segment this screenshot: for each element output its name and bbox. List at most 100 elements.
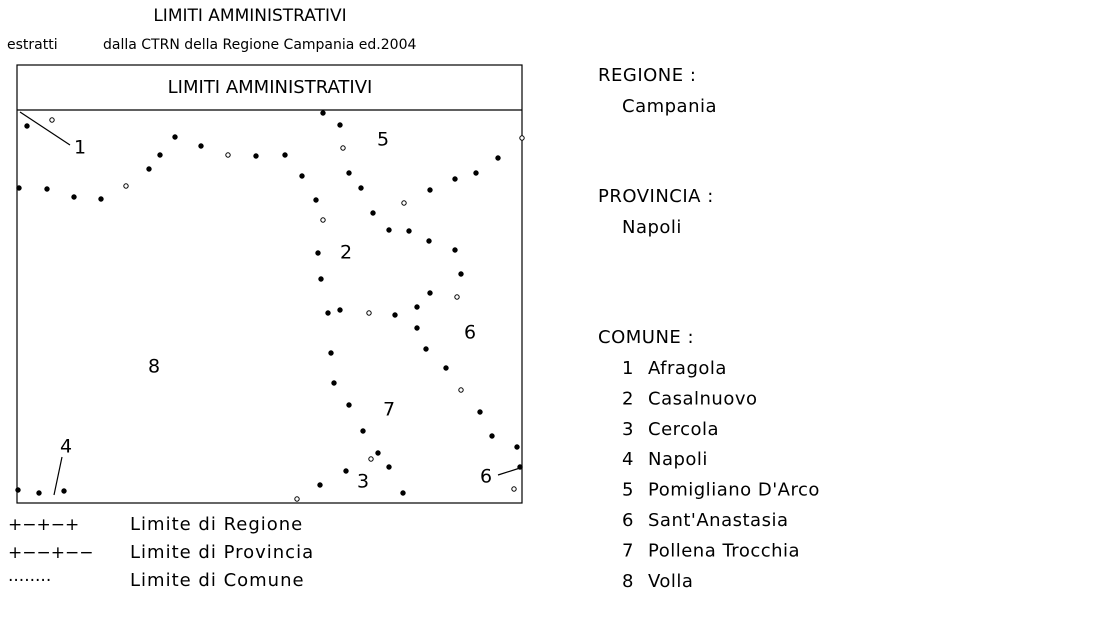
boundary-dot xyxy=(400,490,406,496)
comune-number: 1 xyxy=(622,358,634,379)
boundary-dot xyxy=(315,250,321,256)
boundary-dot xyxy=(198,143,204,149)
map-label: 3 xyxy=(357,471,369,493)
boundary-dot xyxy=(473,170,479,176)
boundary-dot xyxy=(458,271,464,277)
legend-symbol: +−+−+ xyxy=(8,515,79,535)
boundary-dot xyxy=(414,325,420,331)
boundary-dot xyxy=(337,122,343,128)
boundary-dot xyxy=(225,152,231,158)
boundary-dot xyxy=(517,464,523,470)
map-labels: 1 5 2 6 8 7 4 3 6 xyxy=(60,129,492,493)
subtitle: dalla CTRN della Regione Campania ed.200… xyxy=(103,37,416,53)
boundary-dot xyxy=(71,194,77,200)
boundary-dot xyxy=(386,227,392,233)
map-frame xyxy=(16,64,523,504)
legend-symbol: +−−+−− xyxy=(8,543,93,563)
comune-number: 5 xyxy=(622,480,634,501)
boundary-dot xyxy=(282,152,288,158)
boundary-dot xyxy=(454,294,460,300)
comune-name: Volla xyxy=(648,571,693,592)
boundary-dot xyxy=(123,183,129,189)
boundary-dot xyxy=(427,187,433,193)
boundary-dot xyxy=(452,176,458,182)
boundary-dot xyxy=(98,196,104,202)
map-label: 1 xyxy=(74,137,86,159)
page-title: LIMITI AMMINISTRATIVI xyxy=(153,6,346,26)
boundary-dot xyxy=(443,365,449,371)
boundary-dot xyxy=(313,197,319,203)
leader-line xyxy=(53,456,63,496)
boundary-dot xyxy=(146,166,152,172)
boundary-dot xyxy=(477,409,483,415)
boundary-dot xyxy=(401,200,407,206)
boundary-dot xyxy=(15,487,21,493)
leader-line xyxy=(497,467,521,476)
boundary-dot xyxy=(368,456,374,462)
boundary-dot xyxy=(343,468,349,474)
map-label: 7 xyxy=(383,399,395,421)
boundary-dot xyxy=(337,307,343,313)
boundary-dot xyxy=(346,170,352,176)
comune-name: Pomigliano D'Arco xyxy=(648,480,820,501)
info-label: PROVINCIA : xyxy=(598,186,714,207)
leader-line xyxy=(19,111,71,146)
boundary-dot xyxy=(325,310,331,316)
boundary-dot xyxy=(340,145,346,151)
boundary-dot xyxy=(511,486,517,492)
boundary-dot xyxy=(358,185,364,191)
boundary-dot xyxy=(406,228,412,234)
boundary-dot xyxy=(489,433,495,439)
boundary-dots xyxy=(15,110,525,502)
info-panel: REGIONE : Campania PROVINCIA : Napoli COMUNE… xyxy=(598,65,820,592)
boundary-dot xyxy=(360,428,366,434)
boundary-dot xyxy=(318,276,324,282)
comune-number: 8 xyxy=(622,571,634,592)
comune-name: Napoli xyxy=(648,449,708,470)
legend: +−+−+ Limite di Regione +−−+−− Limite di Pr… xyxy=(8,514,314,591)
boundary-dot xyxy=(452,247,458,253)
comune-name: Casalnuovo xyxy=(648,388,758,409)
comune-name: Pollena Trocchia xyxy=(648,540,800,561)
legend-label: Limite di Regione xyxy=(130,514,303,535)
comune-name: Afragola xyxy=(648,358,727,379)
comune-number: 2 xyxy=(622,388,634,409)
boundary-dot xyxy=(36,490,42,496)
comune-number: 3 xyxy=(622,419,634,440)
leader-lines xyxy=(19,111,521,496)
map-label: 8 xyxy=(148,356,160,378)
map-label: 4 xyxy=(60,436,72,458)
map-label: 6 xyxy=(464,322,476,344)
boundary-dot xyxy=(24,123,30,129)
comune-number: 7 xyxy=(622,540,634,561)
comune-number: 6 xyxy=(622,510,634,531)
boundary-dot xyxy=(49,117,55,123)
info-label: REGIONE : xyxy=(598,65,696,86)
boundary-dot xyxy=(495,155,501,161)
boundary-dot xyxy=(44,186,50,192)
boundary-dot xyxy=(392,312,398,318)
info-label: COMUNE : xyxy=(598,327,694,348)
comune-name: Cercola xyxy=(648,419,719,440)
boundary-dot xyxy=(386,464,392,470)
boundary-dot xyxy=(427,290,433,296)
map-label: 2 xyxy=(340,242,352,264)
boundary-dot xyxy=(375,450,381,456)
map-title: LIMITI AMMINISTRATIVI xyxy=(168,77,373,98)
comune-number: 4 xyxy=(622,449,634,470)
info-value: Campania xyxy=(622,96,717,117)
boundary-dot xyxy=(299,173,305,179)
map-label: 5 xyxy=(377,129,389,151)
boundary-dot xyxy=(346,402,352,408)
legend-label: Limite di Provincia xyxy=(130,542,314,563)
boundary-dot xyxy=(317,482,323,488)
boundary-dot xyxy=(294,496,300,502)
map-label: 6 xyxy=(480,466,492,488)
boundary-dot xyxy=(366,310,372,316)
boundary-dot xyxy=(426,238,432,244)
boundary-dot xyxy=(331,380,337,386)
legend-label: Limite di Comune xyxy=(130,570,305,591)
boundary-dot xyxy=(61,488,67,494)
boundary-dot xyxy=(458,387,464,393)
